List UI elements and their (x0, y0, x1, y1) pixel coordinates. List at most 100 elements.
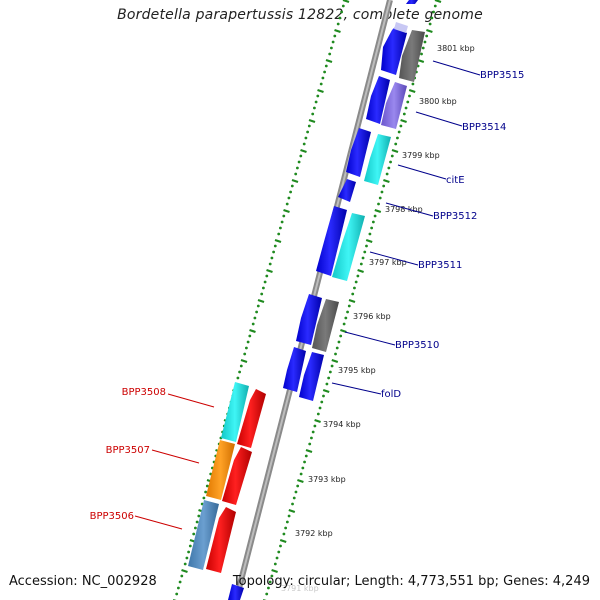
gene-label[interactable]: citE (446, 175, 465, 186)
ruler-dot (285, 202, 289, 206)
ruler-dot (296, 484, 300, 488)
ruler-dot (236, 376, 240, 380)
gene-arrow[interactable] (406, 0, 418, 4)
gene-arrow[interactable] (206, 440, 235, 500)
ruler-dot (294, 490, 298, 494)
ruler-dot (314, 100, 318, 104)
gene-arrow-lavender[interactable] (394, 22, 408, 33)
ruler-dot (340, 10, 343, 14)
ruler-dot (397, 130, 401, 134)
ruler-tick (297, 478, 304, 484)
kbp-label: 3795 kbp (338, 366, 376, 375)
gene-label[interactable]: BPP3515 (480, 70, 524, 81)
ruler-dot (313, 106, 316, 110)
ruler-tick (322, 388, 330, 394)
gene-arrow[interactable] (364, 134, 391, 185)
ruler-dot (243, 352, 247, 356)
ruler-dot (408, 94, 411, 98)
ruler-dot (335, 346, 339, 350)
ruler-dot (268, 262, 272, 266)
ruler-tick (374, 208, 382, 214)
ruler-dot (387, 166, 391, 170)
gene-arrow[interactable] (228, 584, 244, 600)
gene-arrow[interactable] (381, 82, 407, 129)
gene-arrow[interactable] (346, 128, 371, 177)
gene-arrow[interactable] (338, 179, 356, 202)
ruler-dot (363, 250, 367, 254)
inner-ruler-dots (263, 0, 442, 600)
ruler-dot (280, 220, 284, 224)
ruler-dot (284, 526, 288, 530)
ruler-dot (301, 466, 305, 470)
ruler-dot (285, 520, 289, 524)
ruler-dot (282, 532, 286, 536)
ruler-dot (287, 514, 291, 518)
ruler-dot (373, 214, 377, 218)
ruler-tick (365, 238, 373, 244)
ruler-dot (292, 496, 296, 500)
gene-arrow[interactable] (381, 27, 407, 75)
gene-arrow[interactable] (299, 352, 324, 401)
ruler-tick (266, 268, 273, 274)
gene-arrow[interactable] (221, 382, 249, 442)
ruler-dot (347, 304, 351, 308)
ruler-dot (273, 562, 277, 566)
gene-label[interactable]: BPP3510 (395, 340, 439, 351)
gene-arrow[interactable] (206, 507, 236, 573)
accession-label: Accession: NC_002928 (9, 574, 157, 589)
gene-arrow[interactable] (222, 447, 252, 505)
gene-label[interactable]: BPP3506 (90, 511, 134, 522)
ruler-tick (391, 148, 399, 154)
gene-label[interactable]: BPP3511 (418, 260, 462, 271)
ruler-dot (302, 142, 306, 146)
ruler-dot (197, 514, 201, 518)
gene-label[interactable]: BPP3514 (462, 122, 506, 133)
ruler-dot (279, 226, 282, 230)
gene-arrow[interactable] (399, 30, 425, 82)
ruler-dot (279, 544, 282, 548)
ruler-dot (304, 454, 308, 458)
gene-arrow[interactable] (316, 206, 347, 276)
kbp-label: 3791 kbp (281, 584, 319, 593)
ruler-dot (251, 322, 255, 326)
ruler-dot (432, 10, 435, 14)
gene-label[interactable]: folD (381, 389, 401, 400)
gene-arrow[interactable] (237, 389, 266, 448)
gene-label[interactable]: BPP3508 (122, 387, 166, 398)
ruler-dot (378, 196, 382, 200)
ruler-dot (270, 256, 274, 260)
ruler-dot (385, 172, 389, 176)
gene-leader-line (151, 449, 200, 464)
ruler-dot (331, 40, 335, 44)
gene-arrow[interactable] (283, 347, 306, 392)
gene-leader-line (167, 393, 215, 408)
gene-labels: BPP3515 BPP3514 citE BPP3512 BPP3511 BPP3510 f… (90, 60, 524, 530)
ruler-dot (404, 106, 408, 110)
ruler-dot (377, 202, 380, 206)
gene-label[interactable]: BPP3512 (433, 211, 477, 222)
ruler-dot (330, 364, 334, 368)
ruler-dot (330, 46, 333, 50)
ruler-dot (346, 310, 349, 314)
ruler-dot (421, 46, 425, 50)
gene-arrow[interactable] (332, 213, 365, 281)
ruler-tick (357, 268, 364, 274)
kbp-label: 3793 kbp (308, 475, 346, 484)
ruler-dot (291, 502, 294, 506)
ruler-dot (248, 334, 252, 338)
kbp-scale: 3801 kbp 3800 kbp 3799 kbp 3798 kbp 3797 kbp… (281, 44, 475, 593)
ruler-dot (304, 136, 308, 140)
gene-label[interactable]: BPP3507 (106, 445, 150, 456)
kbp-label: 3798 kbp (385, 205, 423, 214)
ruler-tick (257, 298, 265, 304)
ruler-tick (291, 178, 299, 184)
ruler-dot (406, 100, 410, 104)
ruler-dot (311, 112, 315, 116)
gene-arrow[interactable] (296, 294, 322, 345)
gene-arrow[interactable] (366, 76, 390, 124)
ruler-tick (314, 418, 321, 424)
gene-arrow[interactable] (188, 500, 219, 570)
kbp-label: 3799 kbp (402, 151, 440, 160)
gene-arrow[interactable] (312, 299, 339, 352)
ruler-dot (334, 352, 337, 356)
